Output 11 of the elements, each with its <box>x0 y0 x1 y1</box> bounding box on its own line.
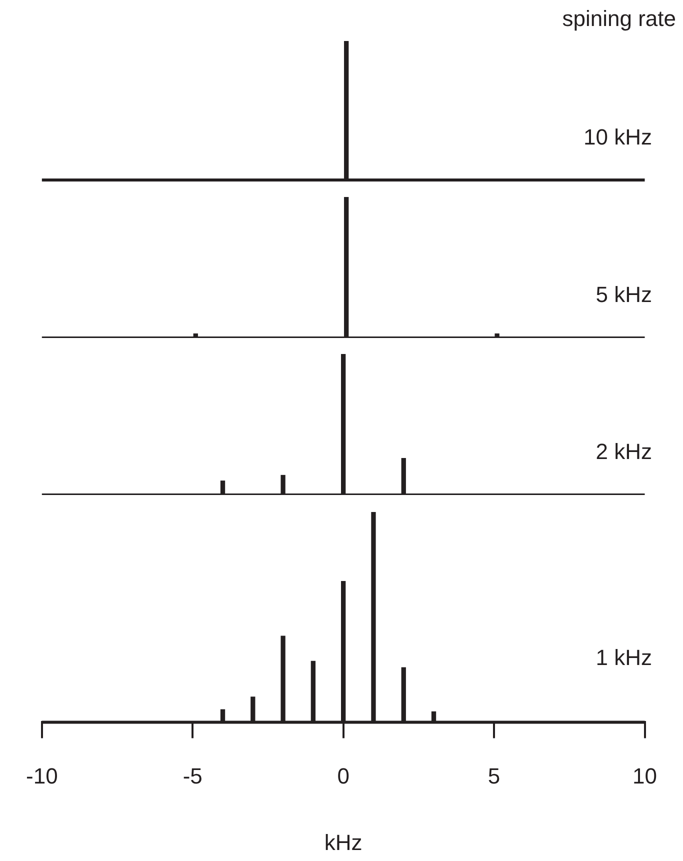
x-tick-label: 0 <box>337 763 350 788</box>
text: spining rate <box>562 6 676 32</box>
annotation: 2 kHz <box>596 438 652 464</box>
annotation: 5 kHz <box>596 282 652 307</box>
annotation: 1 kHz <box>596 645 652 670</box>
x-tick-label: 5 <box>488 763 500 788</box>
x-tick-label: -5 <box>182 763 202 788</box>
x-tick-label: 10 <box>632 763 658 788</box>
x-axis-title: kHz <box>324 830 362 855</box>
x-tick-label: -10 <box>26 763 58 788</box>
annotation: 10 kHz <box>584 124 652 150</box>
